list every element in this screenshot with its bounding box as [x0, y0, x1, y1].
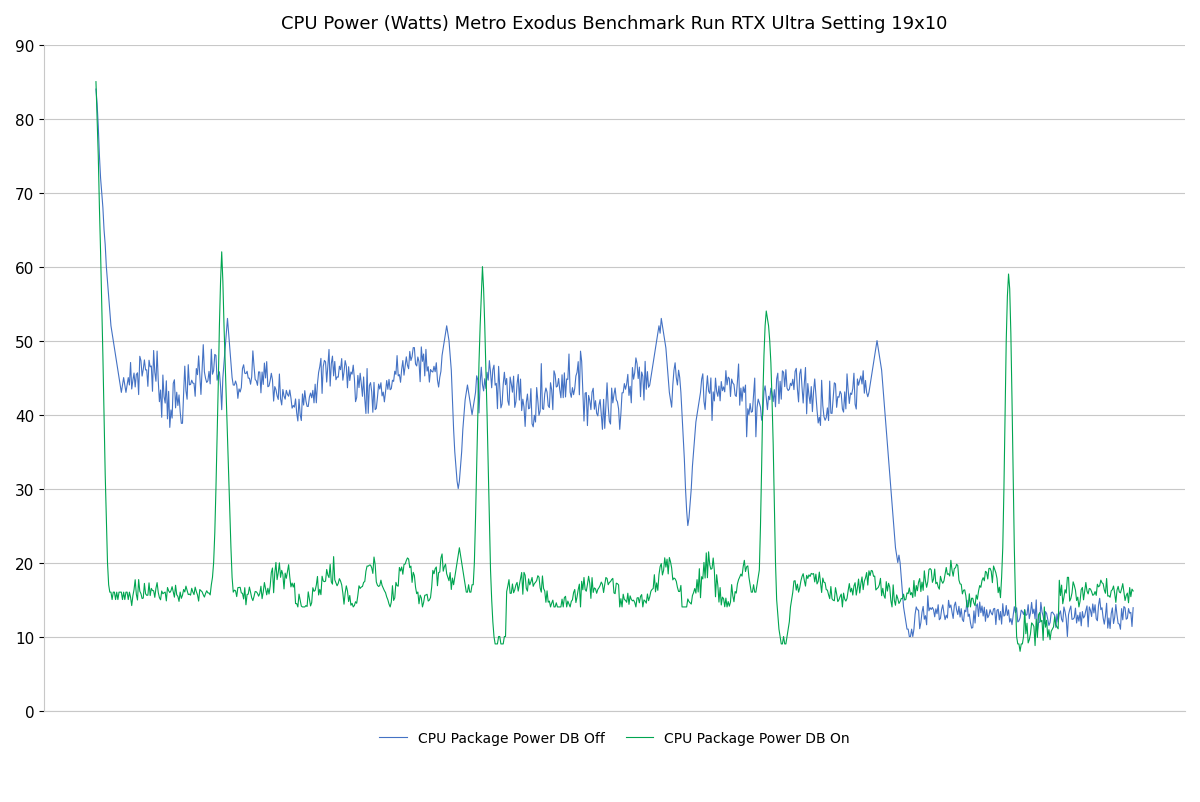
Line: CPU Package Power DB On: CPU Package Power DB On [96, 83, 1133, 651]
CPU Package Power DB On [532, 573, 546, 582]
CPU Package Power DB On [1126, 586, 1140, 596]
CPU Package Power DB Off [202, 367, 216, 377]
CPU Package Power DB Off [359, 409, 373, 419]
Title: CPU Power (Watts) Metro Exodus Benchmark Run RTX Ultra Setting 19x10: CPU Power (Watts) Metro Exodus Benchmark… [281, 15, 948, 33]
CPU Package Power DB Off [532, 411, 546, 420]
CPU Package Power DB On [1013, 646, 1027, 656]
CPU Package Power DB Off [985, 610, 1000, 620]
CPU Package Power DB Off [902, 632, 917, 642]
Legend: CPU Package Power DB Off, CPU Package Power DB On: CPU Package Power DB Off, CPU Package Po… [373, 725, 856, 750]
CPU Package Power DB On [984, 567, 998, 577]
CPU Package Power DB Off [89, 85, 103, 95]
CPU Package Power DB On [827, 596, 841, 606]
CPU Package Power DB On [870, 584, 884, 593]
CPU Package Power DB On [359, 567, 373, 577]
CPU Package Power DB On [89, 78, 103, 87]
CPU Package Power DB Off [827, 379, 841, 388]
Line: CPU Package Power DB Off: CPU Package Power DB Off [96, 90, 1133, 637]
CPU Package Power DB Off [870, 336, 884, 346]
CPU Package Power DB On [202, 589, 216, 598]
CPU Package Power DB Off [1126, 603, 1140, 613]
